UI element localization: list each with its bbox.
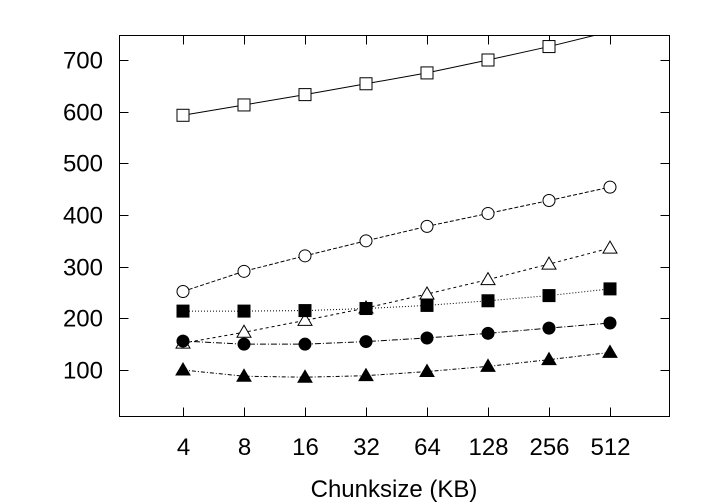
y-tick-label-600: 600 (63, 100, 103, 127)
series-6-line (182, 351, 611, 378)
series-6-point-256 (541, 351, 557, 366)
y-tick-label-100: 100 (63, 358, 103, 385)
x-tick-label-256: 256 (529, 434, 569, 461)
series-6-point-16 (297, 369, 313, 383)
series-group (175, 35, 618, 383)
series-1-point-128 (481, 53, 495, 67)
series-5-line (182, 322, 611, 345)
x-tick-label-64: 64 (414, 434, 441, 461)
y-tick-label-200: 200 (63, 306, 103, 333)
series-6-point-64 (419, 363, 435, 378)
series-5-point-128 (481, 326, 495, 340)
series-2-point-512 (603, 180, 617, 194)
series-2-point-64 (420, 219, 434, 233)
x-tick-label-4: 4 (177, 434, 190, 461)
series-5-point-16 (298, 337, 312, 351)
series-2-line (182, 186, 611, 292)
series-2-point-8 (237, 264, 251, 278)
series-4-point-64 (420, 298, 434, 312)
x-tick-label-16: 16 (292, 434, 319, 461)
series-6 (175, 344, 618, 383)
x-axis: 4 8 16 32 64 128 256 512 (177, 35, 631, 461)
y-tick-label-400: 400 (63, 203, 103, 230)
series-1-point-32 (359, 77, 373, 91)
series-2-point-256 (542, 194, 556, 208)
series-6-point-512 (602, 344, 618, 358)
series-4-point-256 (542, 289, 556, 303)
series-3-line (182, 247, 611, 344)
x-tick-label-128: 128 (468, 434, 508, 461)
y-tick-label-300: 300 (63, 255, 103, 282)
series-5-point-4 (176, 334, 190, 348)
series-1-point-8 (237, 98, 251, 112)
x-tick-label-32: 32 (353, 434, 380, 461)
series-5-point-64 (420, 331, 434, 345)
series-4-point-512 (603, 282, 617, 296)
series-5-point-512 (603, 316, 617, 330)
series-4-line (183, 288, 611, 312)
series-1-point-4 (176, 108, 190, 122)
series-2-point-32 (359, 234, 373, 248)
y-tick-label-700: 700 (63, 48, 103, 75)
series-3-point-256 (541, 256, 557, 270)
series-2 (176, 180, 617, 298)
series-2-point-128 (481, 206, 495, 220)
series-1-point-64 (420, 66, 434, 80)
series-5-point-32 (359, 335, 373, 349)
series-6-point-4 (175, 362, 191, 376)
series-4-point-128 (481, 294, 495, 308)
series-3-point-16 (297, 312, 313, 326)
series-4 (176, 282, 617, 318)
x-axis-title: Chunksize (KB) (311, 476, 478, 503)
plot-frame (119, 35, 670, 417)
x-tick-label-8: 8 (238, 434, 251, 461)
series-5-point-8 (237, 337, 251, 351)
series-1-point-16 (298, 88, 312, 102)
series-2-point-16 (298, 249, 312, 263)
series-4-point-16 (298, 304, 312, 318)
x-tick-label-512: 512 (590, 434, 630, 461)
series-1-line (182, 35, 597, 116)
series-1-point-256 (542, 40, 556, 54)
series-5-point-256 (542, 321, 556, 335)
series-3-point-128 (480, 271, 496, 286)
series-6-point-32 (358, 367, 374, 382)
series-5 (176, 316, 617, 351)
y-tick-label-500: 500 (63, 151, 103, 178)
series-3-point-512 (602, 240, 618, 254)
series-1 (176, 35, 597, 122)
y-axis: 100 200 300 400 500 600 700 (63, 48, 670, 385)
series-6-point-128 (480, 358, 496, 372)
series-2-point-4 (176, 284, 190, 298)
series-4-point-4 (176, 304, 190, 318)
series-6-point-8 (236, 368, 252, 382)
series-4-point-8 (237, 304, 251, 318)
series-4-point-32 (359, 302, 373, 316)
series-3-point-8 (236, 324, 252, 338)
